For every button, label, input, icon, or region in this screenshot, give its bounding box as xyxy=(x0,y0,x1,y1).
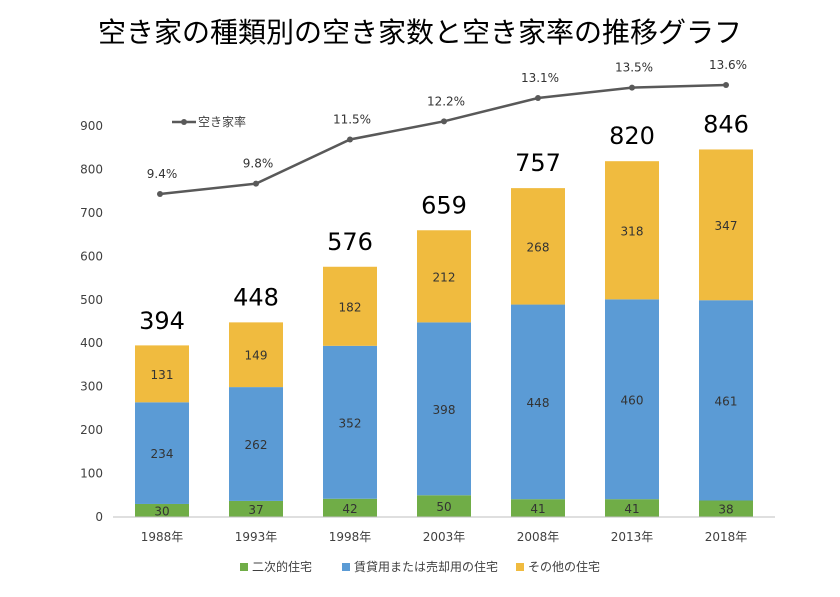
bar-value-label: 212 xyxy=(433,270,456,284)
bar-value-label: 460 xyxy=(621,393,644,407)
bars: 30 234 131 37 262 149 42 352 182 50 398 212 41 448 268… xyxy=(135,149,753,518)
bar-segment xyxy=(699,149,753,301)
bar-value-label: 352 xyxy=(339,416,362,430)
bar-segment xyxy=(323,266,377,346)
bar-segment xyxy=(229,500,283,517)
bar-segment xyxy=(699,500,753,517)
bar-value-label: 448 xyxy=(527,396,550,410)
bar-value-label: 398 xyxy=(433,403,456,417)
bar-value-label: 461 xyxy=(715,394,738,408)
bar-value-label: 41 xyxy=(624,502,639,516)
rate-line-point xyxy=(723,82,729,88)
x-tick-label: 1993年 xyxy=(235,530,278,544)
line-legend: 空き家率 xyxy=(172,114,246,129)
bar-legend-label: その他の住宅 xyxy=(528,559,600,574)
rate-line-label: 13.5% xyxy=(615,61,653,75)
bar-segment xyxy=(605,161,659,300)
y-tick-label: 400 xyxy=(80,336,103,350)
bar-segment xyxy=(511,188,565,305)
bar-segment xyxy=(699,300,753,501)
bar-total-label: 576 xyxy=(327,228,373,256)
x-tick-label: 2013年 xyxy=(611,530,654,544)
rate-line: 9.4% 9.8% 11.5% 12.2% 13.1% 13.5% 13.6% xyxy=(147,58,747,197)
bar-value-label: 42 xyxy=(342,502,357,516)
rate-line-label: 12.2% xyxy=(427,94,465,108)
x-tick-label: 1998年 xyxy=(329,530,372,544)
bar-legend-label: 二次的住宅 xyxy=(252,559,312,574)
bar-segment xyxy=(511,499,565,517)
y-tick-label: 800 xyxy=(80,162,103,176)
x-axis: 1988年 1993年 1998年 2003年 2008年 2013年 2018年 xyxy=(113,516,775,544)
bar-legend-swatch xyxy=(516,563,524,571)
bar-segment xyxy=(417,322,471,496)
y-tick-label: 200 xyxy=(80,423,103,437)
bar-total-label: 846 xyxy=(703,110,749,138)
bar-value-label: 318 xyxy=(621,224,644,238)
bar-value-label: 37 xyxy=(248,503,263,517)
rate-line-point xyxy=(347,136,353,143)
rate-line-label: 9.8% xyxy=(243,157,274,171)
rate-line-point xyxy=(253,180,259,187)
bar-total-label: 448 xyxy=(233,283,279,311)
bar-total-label: 394 xyxy=(139,307,185,335)
bar-segment xyxy=(511,304,565,500)
y-tick-label: 700 xyxy=(80,206,103,220)
y-tick-label: 600 xyxy=(80,249,103,263)
bar-total-label: 820 xyxy=(609,122,655,150)
bar-value-label: 30 xyxy=(154,504,169,518)
bar-segment xyxy=(605,299,659,500)
total-labels: 394 448 576 659 757 820 846 xyxy=(139,110,749,334)
rate-line-point xyxy=(441,118,447,125)
bar-legend-label: 賃貸用または売却用の住宅 xyxy=(354,559,498,574)
bar-total-label: 659 xyxy=(421,192,467,220)
y-axis: 0 100 200 300 400 500 600 700 800 900 xyxy=(80,119,103,524)
line-legend-label: 空き家率 xyxy=(198,114,246,129)
bar-value-label: 182 xyxy=(339,300,362,314)
rate-line-point xyxy=(157,191,163,197)
bar-segment xyxy=(229,387,283,501)
bar-segment xyxy=(605,499,659,517)
bar-segment xyxy=(323,498,377,517)
bar-value-label: 268 xyxy=(527,240,550,254)
chart-title: 空き家の種類別の空き家数と空き家率の推移グラフ xyxy=(98,16,742,49)
x-tick-label: 1988年 xyxy=(141,530,184,544)
bar-segment xyxy=(229,322,283,388)
bar-value-label: 38 xyxy=(718,503,733,517)
bar-value-label: 262 xyxy=(245,438,268,452)
bar-legend-swatch xyxy=(342,563,350,571)
y-tick-label: 100 xyxy=(80,467,103,481)
x-tick-label: 2003年 xyxy=(423,530,466,544)
y-tick-label: 0 xyxy=(95,510,103,524)
line-legend-marker xyxy=(181,119,187,125)
y-tick-label: 300 xyxy=(80,380,103,394)
bar-legend-swatch xyxy=(240,563,248,571)
bar-segment xyxy=(417,230,471,323)
bar-segment xyxy=(323,345,377,499)
bar-value-label: 41 xyxy=(530,502,545,516)
y-tick-label: 900 xyxy=(80,119,103,133)
bar-legend: 二次的住宅 賃貸用または売却用の住宅 その他の住宅 xyxy=(240,559,600,574)
x-tick-label: 2018年 xyxy=(705,530,748,544)
rate-line-point xyxy=(629,84,635,91)
x-tick-label: 2008年 xyxy=(517,530,560,544)
bar-segment xyxy=(417,495,471,517)
bar-value-label: 347 xyxy=(715,219,738,233)
rate-line-point xyxy=(535,94,541,101)
bar-segment xyxy=(135,402,189,504)
rate-line-label: 13.1% xyxy=(521,71,559,85)
rate-line-label: 13.6% xyxy=(709,58,747,72)
rate-line-label: 9.4% xyxy=(147,167,178,181)
bar-value-label: 131 xyxy=(151,368,174,382)
bar-total-label: 757 xyxy=(515,149,561,177)
y-tick-label: 500 xyxy=(80,293,103,307)
bar-value-label: 50 xyxy=(436,500,451,514)
bar-value-label: 149 xyxy=(245,349,268,363)
rate-line-label: 11.5% xyxy=(333,113,371,127)
bar-value-label: 234 xyxy=(151,447,174,461)
bar-segment xyxy=(135,503,189,517)
bar-segment xyxy=(135,345,189,403)
